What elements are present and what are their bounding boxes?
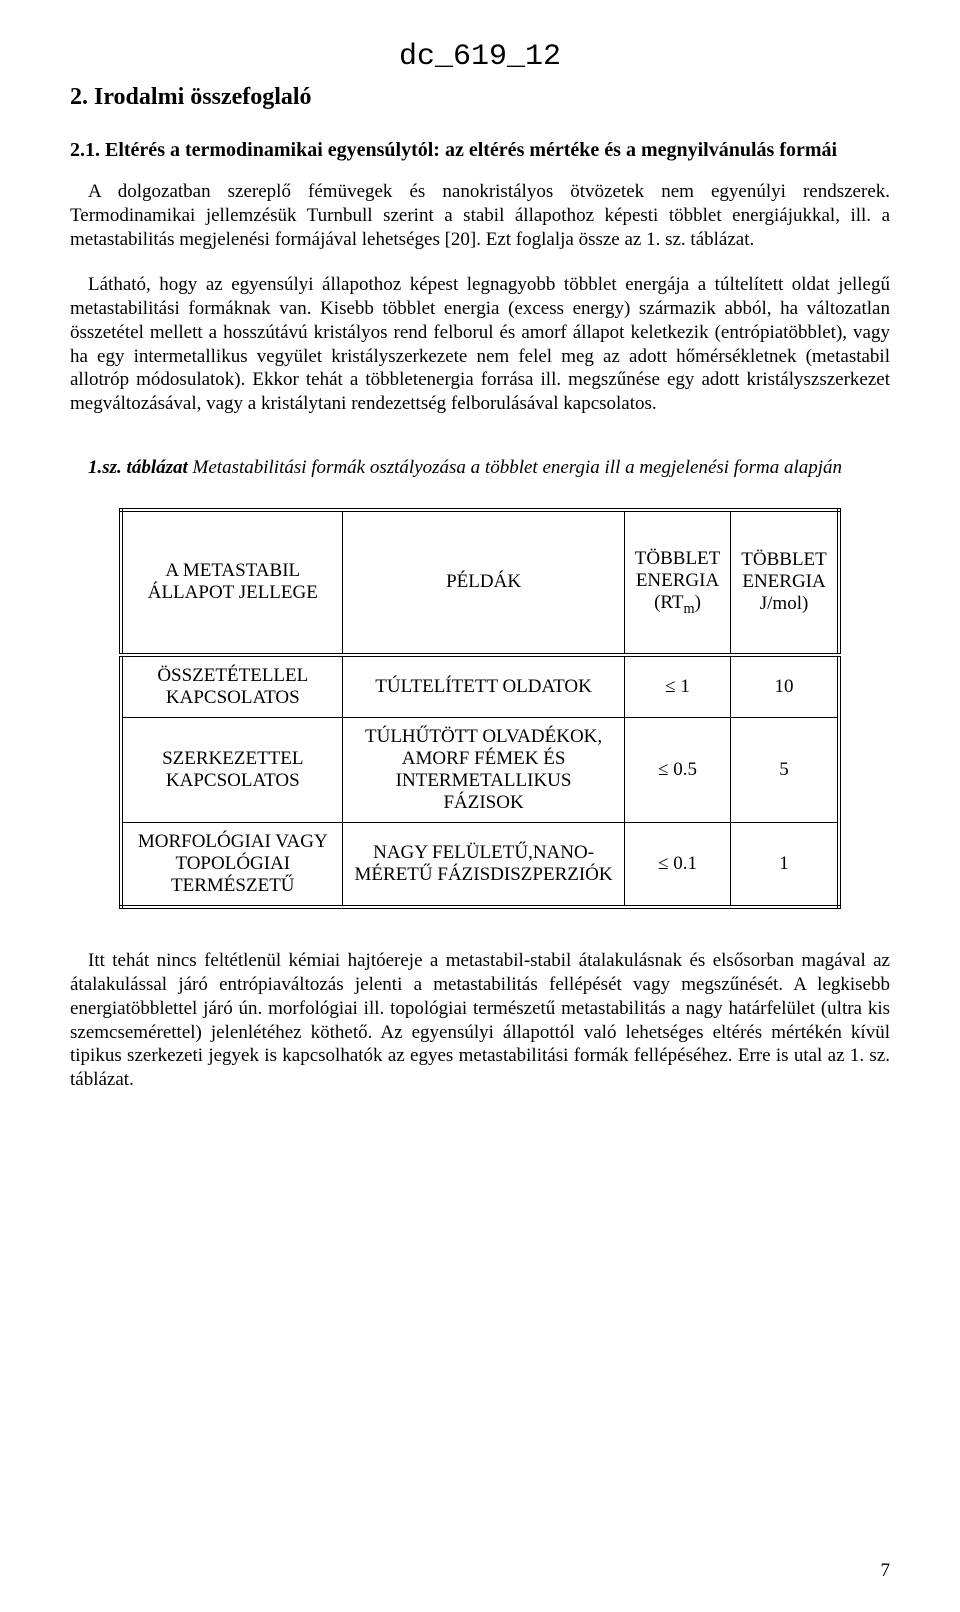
cell-energy-jmol: 10 <box>731 655 839 718</box>
table-row: SZERKEZETTEL KAPCSOLATOS TÚLHŰTÖTT OLVAD… <box>121 718 839 823</box>
cell-state: ÖSSZETÉTELLEL KAPCSOLATOS <box>121 655 343 718</box>
c3-line3a: (RT <box>654 592 683 613</box>
caption-lead: 1.sz. táblázat <box>88 457 188 478</box>
table-header-row: A METASTABIL ÁLLAPOT JELLEGE PÉLDÁK TÖBB… <box>121 510 839 656</box>
col-header-energy-rtm: TÖBBLET ENERGIA (RTm) <box>624 510 731 656</box>
c4-line3: J/mol) <box>760 593 809 614</box>
paragraph-1: A dolgozatban szereplő fémüvegek és nano… <box>70 180 890 251</box>
cell-energy-rtm: ≤ 0.1 <box>624 823 731 908</box>
subsection-heading: 2.1. Eltérés a termodinamikai egyensúlyt… <box>70 139 890 162</box>
page: dc_619_12 2. Irodalmi összefoglaló 2.1. … <box>0 0 960 1612</box>
cell-energy-rtm: ≤ 1 <box>624 655 731 718</box>
caption-rest: Metastabilitási formák osztályozása a tö… <box>188 457 842 478</box>
col-header-state: A METASTABIL ÁLLAPOT JELLEGE <box>121 510 343 656</box>
cell-energy-jmol: 5 <box>731 718 839 823</box>
cell-state: MORFOLÓGIAI VAGY TOPOLÓGIAI TERMÉSZETŰ <box>121 823 343 908</box>
paragraph-3: Itt tehát nincs feltétlenül kémiai hajtó… <box>70 949 890 1092</box>
document-id: dc_619_12 <box>70 40 890 74</box>
cell-example: NAGY FELÜLETŰ,NANO-MÉRETŰ FÁZISDISZPERZI… <box>343 823 624 908</box>
paragraph-2: Látható, hogy az egyensúlyi állapothoz k… <box>70 273 890 416</box>
table-row: ÖSSZETÉTELLEL KAPCSOLATOS TÚLTELÍTETT OL… <box>121 655 839 718</box>
cell-energy-rtm: ≤ 0.5 <box>624 718 731 823</box>
cell-energy-jmol: 1 <box>731 823 839 908</box>
c4-line2: ENERGIA <box>742 571 825 592</box>
c3-line1: TÖBBLET <box>635 548 721 569</box>
c3-line3c: ) <box>695 592 701 613</box>
cell-example: TÚLTELÍTETT OLDATOK <box>343 655 624 718</box>
c3-sub: m <box>684 600 695 616</box>
section-heading: 2. Irodalmi összefoglaló <box>70 84 890 111</box>
col-header-energy-jmol: TÖBBLET ENERGIA J/mol) <box>731 510 839 656</box>
c3-line2: ENERGIA <box>636 570 719 591</box>
page-number: 7 <box>881 1560 891 1582</box>
metastability-table: A METASTABIL ÁLLAPOT JELLEGE PÉLDÁK TÖBB… <box>119 508 841 910</box>
table-row: MORFOLÓGIAI VAGY TOPOLÓGIAI TERMÉSZETŰ N… <box>121 823 839 908</box>
c4-line1: TÖBBLET <box>741 549 827 570</box>
col-header-examples: PÉLDÁK <box>343 510 624 656</box>
table-caption: 1.sz. táblázat Metastabilitási formák os… <box>88 456 890 480</box>
cell-state: SZERKEZETTEL KAPCSOLATOS <box>121 718 343 823</box>
cell-example: TÚLHŰTÖTT OLVADÉKOK, AMORF FÉMEK ÉS INTE… <box>343 718 624 823</box>
